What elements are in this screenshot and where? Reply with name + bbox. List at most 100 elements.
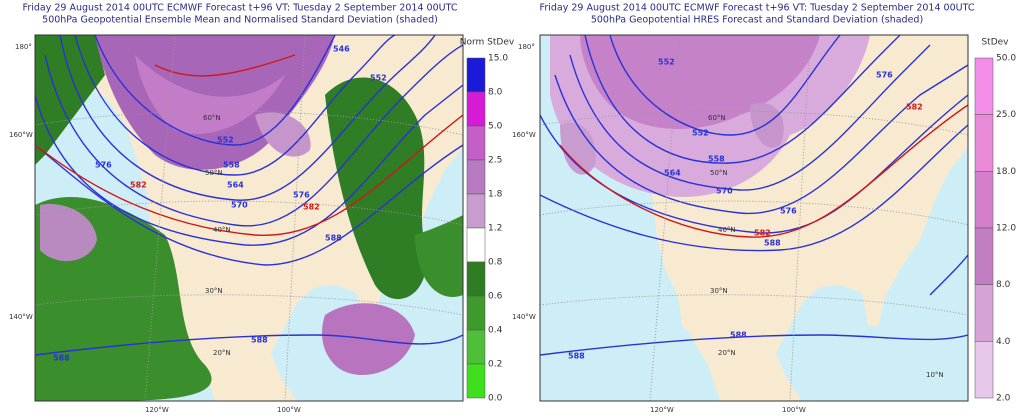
graticule-label: 50°N bbox=[205, 169, 223, 177]
graticule-label: 60°N bbox=[203, 114, 221, 122]
panel-title: Friday 29 August 2014 00UTC ECMWF Foreca… bbox=[23, 3, 458, 14]
graticule-label: 140°W bbox=[9, 313, 33, 321]
panel-title: 500hPa Geopotential HRES Forecast and St… bbox=[591, 15, 923, 26]
graticule-label: 180° bbox=[518, 43, 535, 51]
graticule-label: 100°W bbox=[277, 406, 301, 414]
colorbar-label: 0.6 bbox=[488, 292, 503, 302]
colorbar-swatch bbox=[466, 295, 486, 331]
shade bbox=[415, 215, 463, 297]
colorbar-swatch bbox=[466, 363, 486, 399]
colorbar-label: 1.8 bbox=[488, 190, 503, 200]
contour-label: 588 bbox=[764, 239, 781, 248]
map-panel: 552552558564570576576582582588588588180°… bbox=[512, 34, 969, 414]
graticule-label: 100°W bbox=[782, 406, 806, 414]
shade bbox=[560, 122, 596, 175]
graticule-label: 140°W bbox=[512, 313, 536, 321]
contour-label: 570 bbox=[716, 187, 733, 196]
contour-label: 576 bbox=[293, 191, 310, 200]
contour-label: 582 bbox=[906, 103, 923, 112]
graticule-label: 180° bbox=[15, 43, 32, 51]
colorbar-swatch bbox=[466, 329, 486, 365]
colorbar-label: 2.5 bbox=[488, 156, 502, 166]
graticule-label: 30°N bbox=[710, 287, 728, 295]
colorbar-swatch bbox=[974, 57, 994, 115]
colorbar-label: 0.4 bbox=[488, 326, 503, 336]
colorbar-label: 1.2 bbox=[488, 224, 502, 234]
colorbar-label: 50.0 bbox=[996, 54, 1016, 64]
contour-label: 588 bbox=[325, 234, 342, 243]
contour-label: 546 bbox=[333, 45, 350, 54]
graticule-label: 160°W bbox=[9, 131, 33, 139]
graticule-label: 60°N bbox=[708, 114, 726, 122]
graticule bbox=[540, 35, 968, 401]
colorbar-label: 2.0 bbox=[996, 394, 1011, 404]
shade bbox=[40, 204, 97, 262]
graticule-label: 120°W bbox=[650, 406, 674, 414]
shade bbox=[750, 103, 784, 148]
colorbar-label: 0.8 bbox=[488, 258, 503, 268]
colorbar-label: 8.0 bbox=[488, 88, 503, 98]
graticule-label: 160°W bbox=[512, 131, 536, 139]
shade bbox=[35, 35, 105, 165]
panel-title: Friday 29 August 2014 00UTC ECMWF Foreca… bbox=[540, 3, 975, 14]
colorbar-swatch bbox=[466, 159, 486, 195]
shade bbox=[255, 112, 311, 157]
colorbar-title: Norm StDev bbox=[460, 38, 515, 48]
contour-label: 570 bbox=[231, 201, 248, 210]
colorbar-title: StDev bbox=[981, 38, 1009, 48]
contour-label: 588 bbox=[730, 331, 747, 340]
graticule-label: 120°W bbox=[145, 406, 169, 414]
contour-red bbox=[559, 104, 968, 238]
map-panel: 546 552 552 558 564 570 576 576 582 582 588 588 588 1… bbox=[9, 34, 464, 414]
contour-label: 552 bbox=[692, 129, 709, 138]
colorbar-swatch bbox=[466, 261, 486, 297]
colorbar-swatch bbox=[466, 125, 486, 161]
colorbar-swatch bbox=[974, 341, 994, 399]
contour-label: 564 bbox=[227, 181, 244, 190]
contour-label: 552 bbox=[658, 58, 675, 67]
contour-red bbox=[35, 114, 463, 236]
contour-label: 582 bbox=[130, 181, 147, 190]
shade bbox=[325, 77, 427, 300]
colorbar-swatch bbox=[974, 171, 994, 229]
contour-label: 576 bbox=[876, 71, 893, 80]
contour-label: 588 bbox=[568, 352, 585, 361]
graticule-label: 40°N bbox=[718, 226, 736, 234]
contour-label: 588 bbox=[53, 354, 70, 363]
contour-label: 552 bbox=[217, 136, 234, 145]
contour-label: 582 bbox=[754, 229, 771, 238]
colorbar-label: 4.0 bbox=[996, 337, 1011, 347]
contour-label: 552 bbox=[370, 74, 387, 83]
graticule bbox=[35, 35, 463, 401]
colorbar-label: 12.0 bbox=[996, 224, 1016, 234]
colorbar-label: 25.0 bbox=[996, 110, 1016, 120]
contour-red bbox=[154, 54, 296, 77]
graticule-label: 40°N bbox=[213, 226, 231, 234]
colorbar-label: 5.0 bbox=[488, 122, 503, 132]
colorbar-label: 15.0 bbox=[488, 54, 508, 64]
graticule-label: 30°N bbox=[205, 287, 223, 295]
contour-label: 576 bbox=[95, 161, 112, 170]
colorbar-swatch bbox=[466, 91, 486, 127]
colorbar-swatch bbox=[466, 193, 486, 229]
panel-title: 500hPa Geopotential Ensemble Mean and No… bbox=[42, 15, 438, 26]
colorbar-swatch bbox=[974, 114, 994, 172]
graticule-label: 10°N bbox=[926, 371, 944, 379]
colorbar-swatch bbox=[974, 227, 994, 285]
colorbar-label: 0.2 bbox=[488, 360, 502, 370]
shade bbox=[135, 55, 285, 134]
contour-label: 558 bbox=[708, 155, 725, 164]
colorbar-swatch bbox=[974, 284, 994, 342]
map-frame bbox=[34, 34, 464, 402]
graticule-label: 20°N bbox=[213, 349, 231, 357]
contour-label: 564 bbox=[664, 169, 681, 178]
colorbar-label: 0.0 bbox=[488, 394, 503, 404]
contour-label: 582 bbox=[303, 203, 320, 212]
colorbar-label: 18.0 bbox=[996, 167, 1016, 177]
contours bbox=[35, 35, 463, 356]
graticule-label: 50°N bbox=[710, 169, 728, 177]
contour-label: 576 bbox=[780, 207, 797, 216]
colorbar-swatch bbox=[466, 227, 486, 263]
graticule-label: 20°N bbox=[718, 349, 736, 357]
contour-label: 588 bbox=[251, 336, 268, 345]
